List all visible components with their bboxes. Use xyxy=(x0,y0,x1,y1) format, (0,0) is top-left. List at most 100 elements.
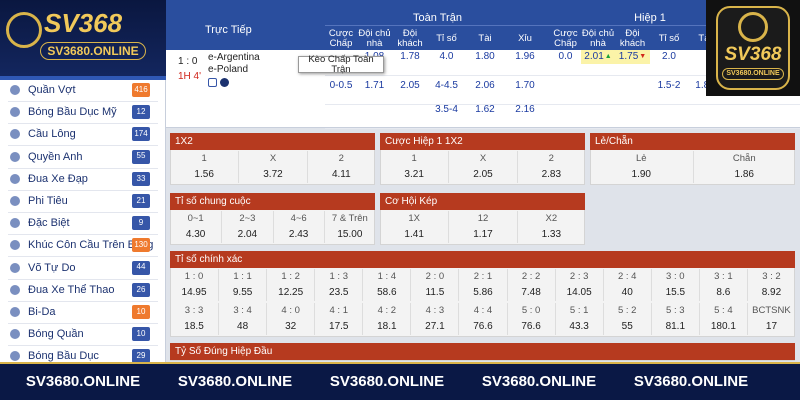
odds-cell[interactable]: 0.0 xyxy=(558,50,573,62)
corner-logo-domain: SV3680.ONLINE xyxy=(722,68,784,80)
odds-value[interactable]: 18.1 xyxy=(362,319,410,335)
odds-cell[interactable]: 2.05 xyxy=(400,79,420,91)
odds-value[interactable]: 27.1 xyxy=(410,319,458,335)
banner xyxy=(0,362,800,400)
odds-value[interactable]: 5.86 xyxy=(458,285,506,301)
menu-label[interactable]: Võ Tự Do xyxy=(28,261,76,274)
odds-cell[interactable]: 1.78 xyxy=(400,50,420,62)
menu-icon xyxy=(10,196,20,206)
odds-cell[interactable]: 1.5-2 xyxy=(657,79,681,91)
menu-label[interactable]: Bóng Quần xyxy=(28,328,84,341)
odds-cell[interactable]: 1.62 xyxy=(475,103,495,115)
odds-value[interactable]: 3.21 xyxy=(404,168,424,180)
odds-value[interactable]: 2.04 xyxy=(221,227,272,243)
menu-label[interactable]: Quần Vợt xyxy=(28,84,76,96)
odds-cell[interactable]: 1.75 ▼ xyxy=(615,50,650,64)
panel-header: Cơ Hội Kép xyxy=(380,193,585,210)
odds-value[interactable]: 23.5 xyxy=(314,285,362,301)
odds-value[interactable]: 1.90 xyxy=(631,168,651,180)
odds-cell[interactable]: 1.80 xyxy=(475,50,495,62)
odds-value[interactable]: 81.1 xyxy=(650,319,699,335)
menu-label[interactable]: Quyền Anh xyxy=(28,150,83,163)
menu-label[interactable]: Bóng Bầu Dục Mỹ xyxy=(28,106,117,119)
odds-value[interactable]: 58.6 xyxy=(362,285,410,301)
odds-value[interactable]: 3.72 xyxy=(238,167,306,183)
odds-label: Lẻ xyxy=(635,153,647,165)
menu-label[interactable]: Đặc Biệt xyxy=(28,217,70,230)
odds-value[interactable]: 14.95 xyxy=(181,286,207,298)
odds-cell[interactable]: 0-0.5 xyxy=(329,79,353,91)
odds-value[interactable]: 1.17 xyxy=(448,227,516,243)
odds-cell[interactable]: 4-4.5 xyxy=(435,79,458,91)
trend-arrow: ▼ xyxy=(639,53,647,61)
row-divider xyxy=(325,75,800,76)
odds-cell[interactable]: 2.16 xyxy=(515,103,535,115)
odds-value[interactable]: 18.5 xyxy=(184,320,204,332)
odds-value[interactable]: 12.25 xyxy=(266,285,314,301)
odds-value[interactable]: 32 xyxy=(266,319,314,335)
menu-icon xyxy=(10,262,20,273)
menu-divider xyxy=(8,145,158,147)
odds-value[interactable]: 8.92 xyxy=(746,285,795,301)
odds-cell[interactable]: 1.85 xyxy=(695,79,715,91)
odds-value[interactable]: 76.6 xyxy=(506,319,555,335)
odds-value[interactable]: 55 xyxy=(602,319,651,335)
panel-header: 1X2 xyxy=(170,133,375,150)
odds-value[interactable]: 8.6 xyxy=(698,285,747,301)
menu-label[interactable]: Bi-Da xyxy=(28,306,56,318)
menu-count: 29 xyxy=(132,349,150,364)
odds-value[interactable]: 180.1 xyxy=(698,319,747,335)
odds-value[interactable]: 48 xyxy=(218,319,266,335)
menu-count: 55 xyxy=(132,149,150,164)
odds-value[interactable]: 17.5 xyxy=(314,319,362,335)
odds-value[interactable]: 17 xyxy=(746,319,795,335)
odds-cell[interactable]: 1.96 xyxy=(515,50,535,62)
menu-label[interactable]: Phi Tiêu xyxy=(28,195,68,207)
odds-value[interactable]: 15.5 xyxy=(650,285,699,301)
menu-divider xyxy=(8,167,158,169)
live-header: Trực Tiếp xyxy=(205,24,252,36)
odds-label: 3 : 4 xyxy=(218,303,266,319)
odds-value[interactable]: 11.5 xyxy=(410,285,458,301)
odds-value[interactable]: 1.86 xyxy=(692,167,796,183)
menu-label[interactable]: Đua Xe Đạp xyxy=(28,172,88,185)
menu-label[interactable]: Cầu Lông xyxy=(28,128,76,141)
column-header: Xỉu xyxy=(518,32,532,44)
menu-label[interactable]: Bóng Bầu Dục xyxy=(28,350,99,363)
odds-cell[interactable]: 4.0 xyxy=(439,50,454,62)
odds-value[interactable]: 2.43 xyxy=(272,227,324,243)
odds-value[interactable]: 43.3 xyxy=(554,319,603,335)
menu-icon xyxy=(10,85,20,95)
menu-icon xyxy=(10,329,20,340)
odds-cell[interactable]: 3.5-4 xyxy=(435,103,458,115)
column-header: Đội khách xyxy=(397,27,423,49)
panel-header: Cược Hiệp 1 1X2 xyxy=(380,133,585,150)
odds-cell[interactable]: 1.70 xyxy=(515,79,535,91)
odds-value[interactable]: 76.6 xyxy=(458,319,506,335)
menu-divider xyxy=(8,345,158,347)
odds-value[interactable]: 14.05 xyxy=(554,285,603,301)
odds-cell[interactable]: 2.06 xyxy=(475,79,495,91)
odds-label: Chẵn xyxy=(692,151,796,167)
odds-value[interactable]: 1.33 xyxy=(516,227,585,243)
odds-cell[interactable]: 2.0 xyxy=(662,50,676,62)
odds-value[interactable]: 4.30 xyxy=(185,228,206,240)
odds-cell[interactable]: 1.71 xyxy=(364,79,385,91)
odds-cell[interactable]: 2.01 ▲ xyxy=(581,50,615,64)
odds-value[interactable]: 1.41 xyxy=(404,228,424,240)
odds-value[interactable]: 9.55 xyxy=(218,285,266,301)
odds-value[interactable]: 40 xyxy=(602,285,651,301)
menu-label[interactable]: Đua Xe Thể Thao xyxy=(28,283,115,296)
banner-text: SV3680.ONLINE xyxy=(329,373,445,391)
odds-label: 7 & Trên xyxy=(323,211,375,227)
odds-label: 1 : 1 xyxy=(218,269,266,285)
odds-value[interactable]: 4.11 xyxy=(306,167,375,183)
odds-value[interactable]: 7.48 xyxy=(506,285,555,301)
odds-value[interactable]: 1.56 xyxy=(194,168,214,180)
odds-value[interactable]: 15.00 xyxy=(323,227,375,243)
favorite-icon xyxy=(208,78,217,87)
menu-label[interactable]: Khúc Côn Cầu Trên Băng xyxy=(28,239,154,252)
odds-value[interactable]: 2.83 xyxy=(516,167,585,183)
odds-value[interactable]: 2.05 xyxy=(448,167,516,183)
odds-label: 5 : 2 xyxy=(602,303,651,319)
